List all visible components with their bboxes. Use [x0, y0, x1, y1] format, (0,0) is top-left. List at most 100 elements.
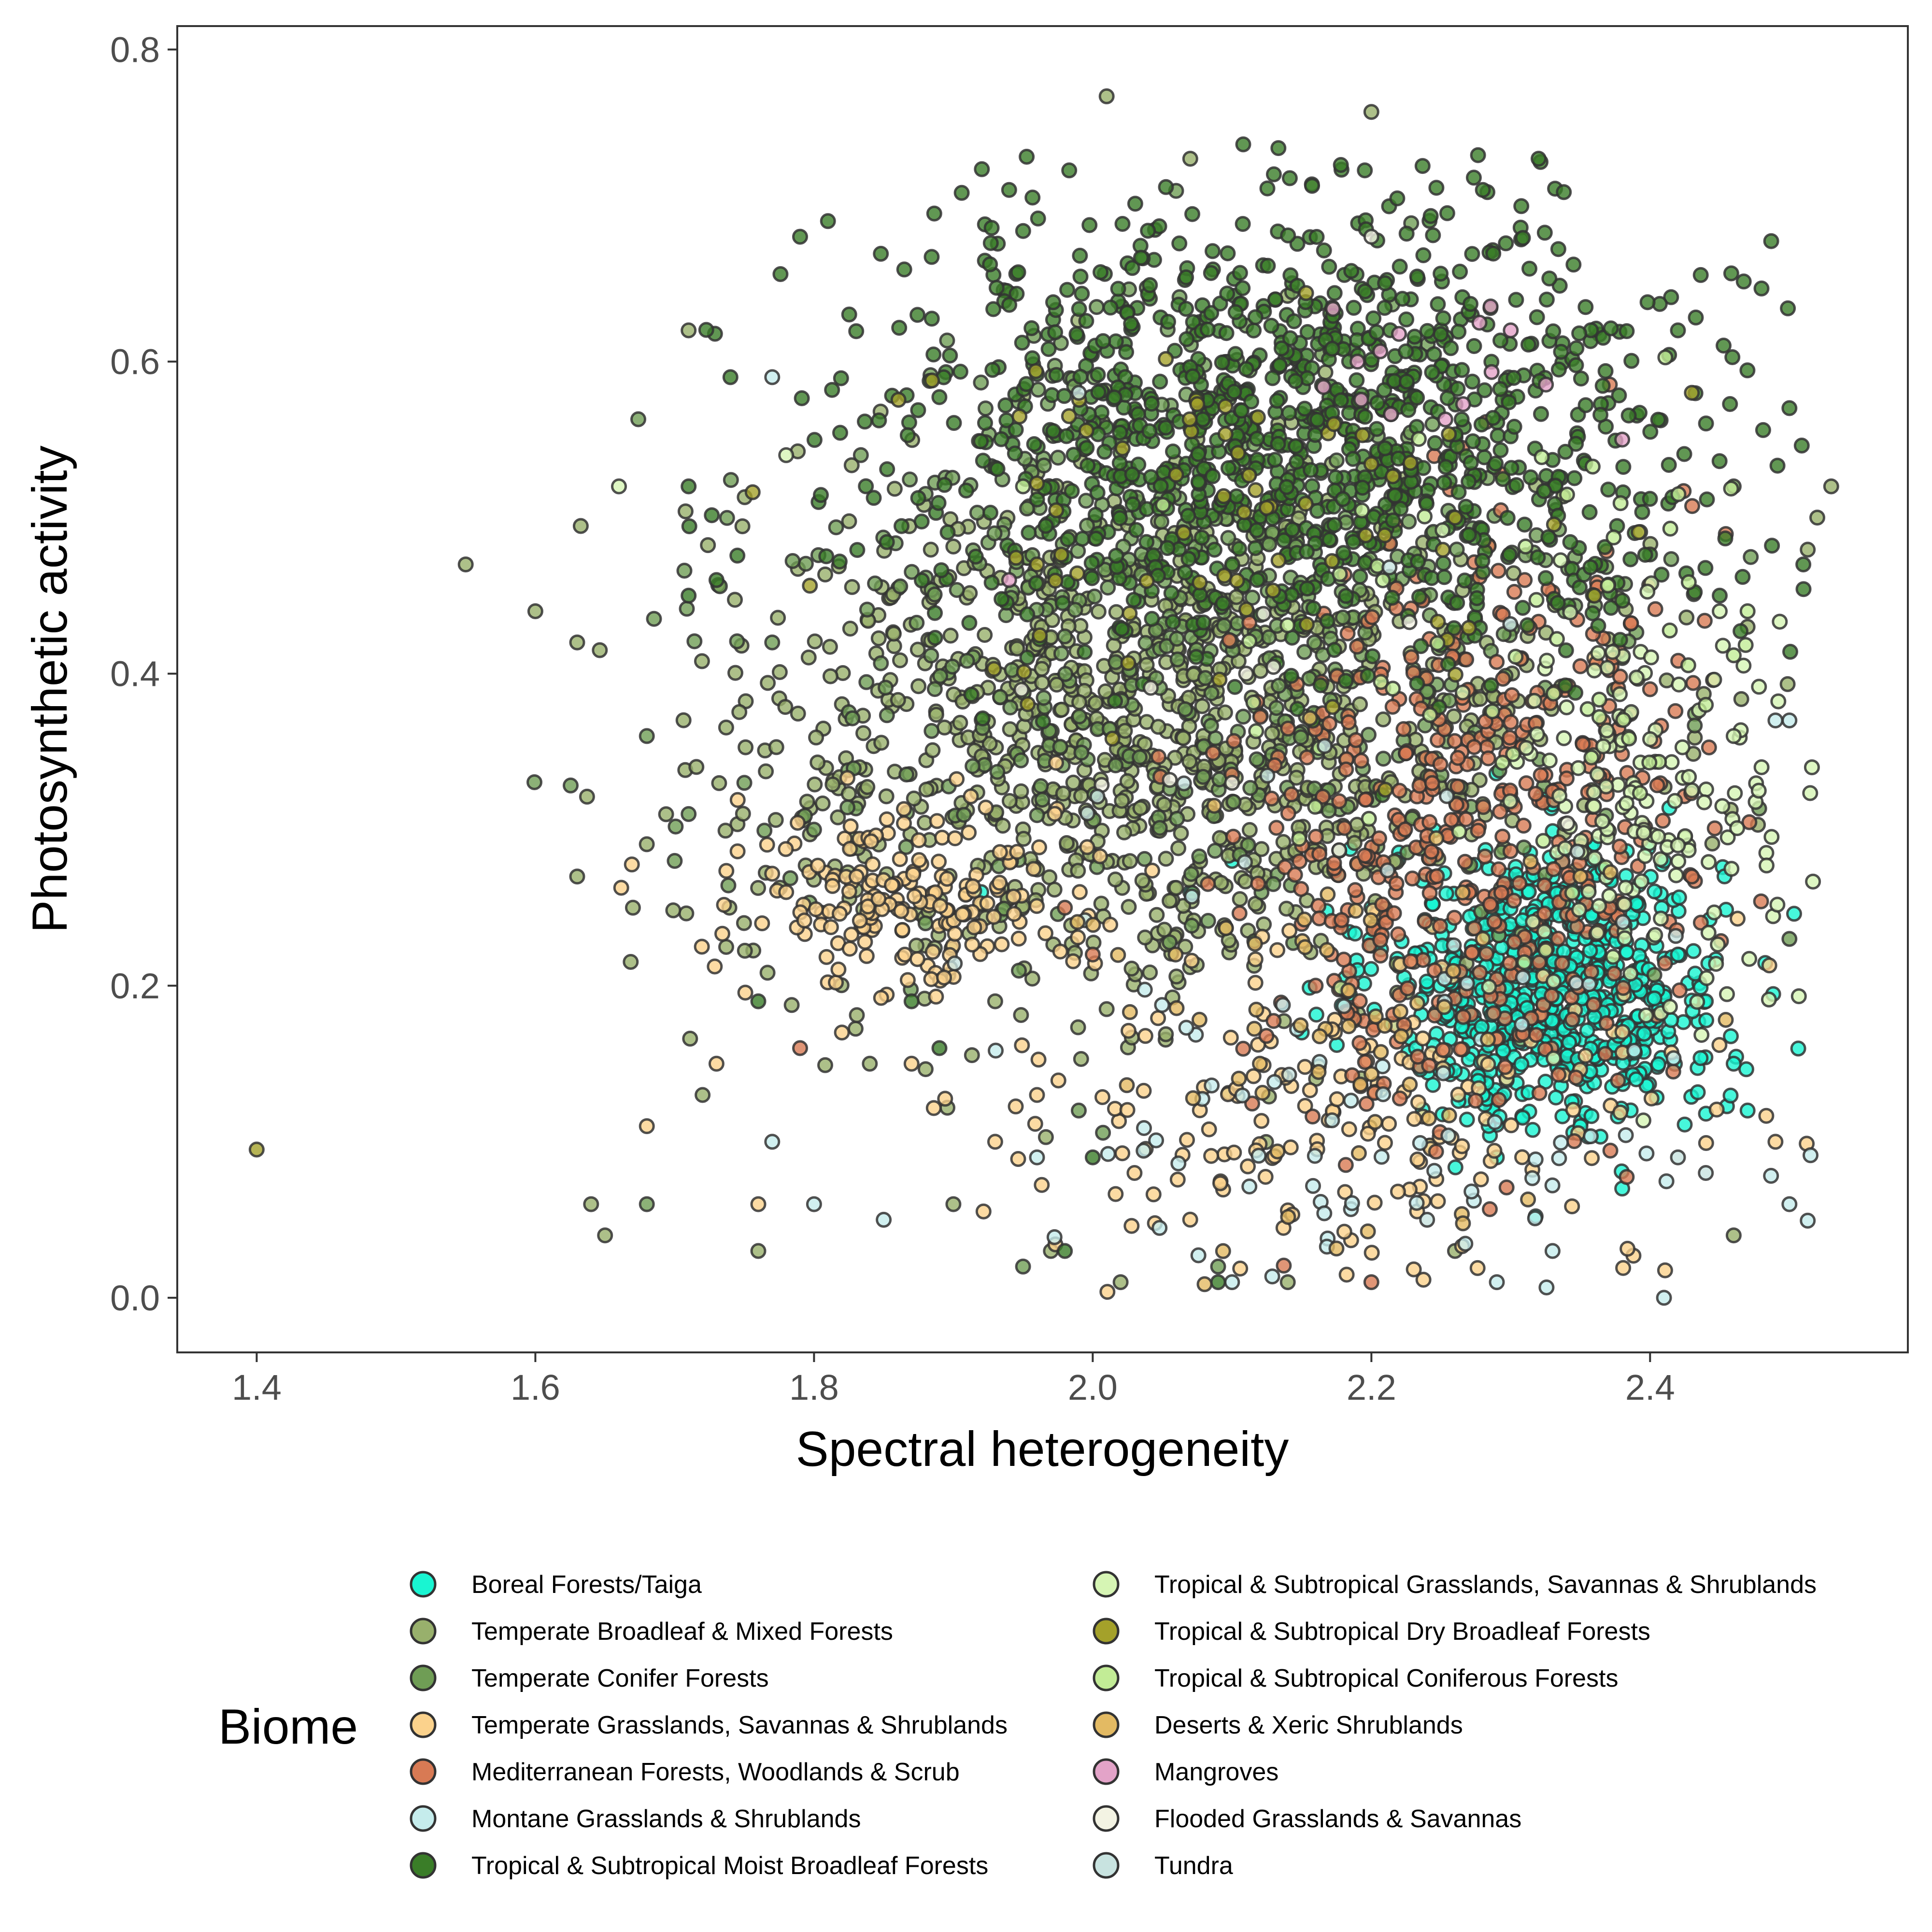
scatter-point: [1138, 573, 1155, 589]
scatter-point: [1611, 838, 1628, 855]
scatter-point: [1275, 834, 1292, 850]
scatter-point: [1525, 914, 1541, 930]
scatter-point: [1001, 793, 1018, 809]
scatter-point: [1371, 830, 1387, 847]
scatter-point: [1464, 373, 1480, 390]
scatter-point: [1615, 459, 1632, 475]
scatter-point: [1689, 994, 1705, 1010]
scatter-point: [1698, 415, 1714, 432]
scatter-point: [1305, 1108, 1321, 1125]
scatter-point: [1823, 478, 1839, 495]
scatter-point: [1345, 451, 1361, 467]
scatter-point: [1805, 873, 1821, 890]
scatter-point: [1191, 1011, 1208, 1028]
scatter-point: [1136, 1120, 1152, 1136]
scatter-point: [1132, 749, 1148, 766]
scatter-point: [1615, 980, 1632, 996]
scatter-point: [1538, 1279, 1555, 1295]
scatter-point: [961, 824, 977, 841]
scatter-point: [1435, 310, 1451, 327]
legend-label: Temperate Broadleaf & Mixed Forests: [471, 1618, 893, 1646]
scatter-point: [982, 505, 998, 521]
scatter-point: [1655, 812, 1671, 829]
scatter-point: [1298, 543, 1315, 560]
scatter-point: [1020, 696, 1036, 712]
legend-label: Temperate Grasslands, Savannas & Shrubla…: [471, 1711, 1008, 1739]
scatter-point: [1014, 335, 1030, 351]
scatter-point: [926, 586, 943, 603]
scatter-point: [1484, 703, 1501, 720]
scatter-point: [1684, 384, 1700, 401]
scatter-point: [1126, 1165, 1143, 1181]
scatter-point: [1550, 930, 1566, 947]
scatter-point: [1093, 895, 1109, 912]
scatter-point: [1212, 1175, 1228, 1192]
scatter-point: [1524, 1122, 1541, 1138]
scatter-point: [1034, 792, 1051, 808]
scatter-point: [1308, 1007, 1324, 1023]
scatter-point: [1564, 1198, 1580, 1215]
scatter-point: [1696, 612, 1713, 629]
scatter-point: [911, 852, 927, 868]
scatter-point: [832, 425, 848, 441]
scatter-point: [939, 524, 956, 540]
scatter-point: [817, 1057, 833, 1073]
scatter-point: [828, 974, 844, 991]
scatter-point: [1205, 745, 1221, 761]
scatter-point: [1008, 550, 1024, 566]
scatter-point: [1034, 675, 1050, 691]
scatter-point: [1606, 966, 1622, 982]
scatter-point: [1631, 524, 1647, 540]
scatter-point: [1475, 182, 1491, 198]
scatter-point: [1057, 628, 1073, 645]
scatter-point: [1189, 396, 1206, 412]
scatter-point: [1534, 449, 1550, 465]
scatter-point: [992, 689, 1009, 705]
scatter-point: [1207, 843, 1223, 859]
scatter-point: [808, 901, 824, 917]
scatter-point: [1179, 1132, 1195, 1148]
scatter-point: [1597, 1046, 1614, 1062]
scatter-point: [1226, 1144, 1242, 1161]
scatter-point: [1102, 299, 1119, 316]
scatter-point: [1678, 609, 1695, 625]
scatter-point: [1261, 536, 1278, 553]
scatter-point: [1568, 357, 1584, 373]
scatter-point: [1106, 389, 1122, 406]
scatter-point: [1217, 704, 1233, 721]
scatter-point: [711, 775, 727, 791]
scatter-point: [756, 823, 773, 839]
scatter-point: [1562, 604, 1578, 621]
scatter-point: [1428, 1143, 1444, 1160]
scatter-point: [839, 770, 855, 786]
scatter-point: [1430, 296, 1446, 313]
scatter-point: [1064, 483, 1080, 499]
scatter-point: [639, 1196, 655, 1212]
y-axis: 0.00.20.40.60.8: [110, 29, 177, 1318]
scatter-point: [1228, 488, 1245, 505]
scatter-point: [1304, 178, 1320, 194]
scatter-point: [579, 788, 595, 805]
scatter-point: [1676, 1116, 1693, 1133]
scatter-point: [1528, 1027, 1545, 1043]
scatter-point: [1176, 525, 1192, 541]
scatter-point: [688, 759, 705, 775]
scatter-point: [1235, 280, 1251, 297]
scatter-point: [1506, 893, 1522, 909]
scatter-point: [1414, 158, 1431, 174]
scatter-point: [934, 829, 950, 846]
scatter-point: [1470, 823, 1486, 839]
scatter-point: [1070, 1019, 1086, 1036]
scatter-point: [1352, 1076, 1369, 1093]
scatter-point: [1581, 504, 1598, 520]
scatter-point: [1258, 500, 1275, 516]
scatter-point: [1452, 1041, 1469, 1057]
scatter-point: [1556, 184, 1572, 200]
scatter-point: [1517, 572, 1533, 588]
scatter-point: [1350, 354, 1365, 370]
scatter-point: [992, 875, 1008, 891]
scatter-point: [1489, 1274, 1505, 1291]
scatter-point: [824, 776, 841, 793]
scatter-point: [1053, 701, 1070, 718]
scatter-point: [658, 806, 674, 823]
